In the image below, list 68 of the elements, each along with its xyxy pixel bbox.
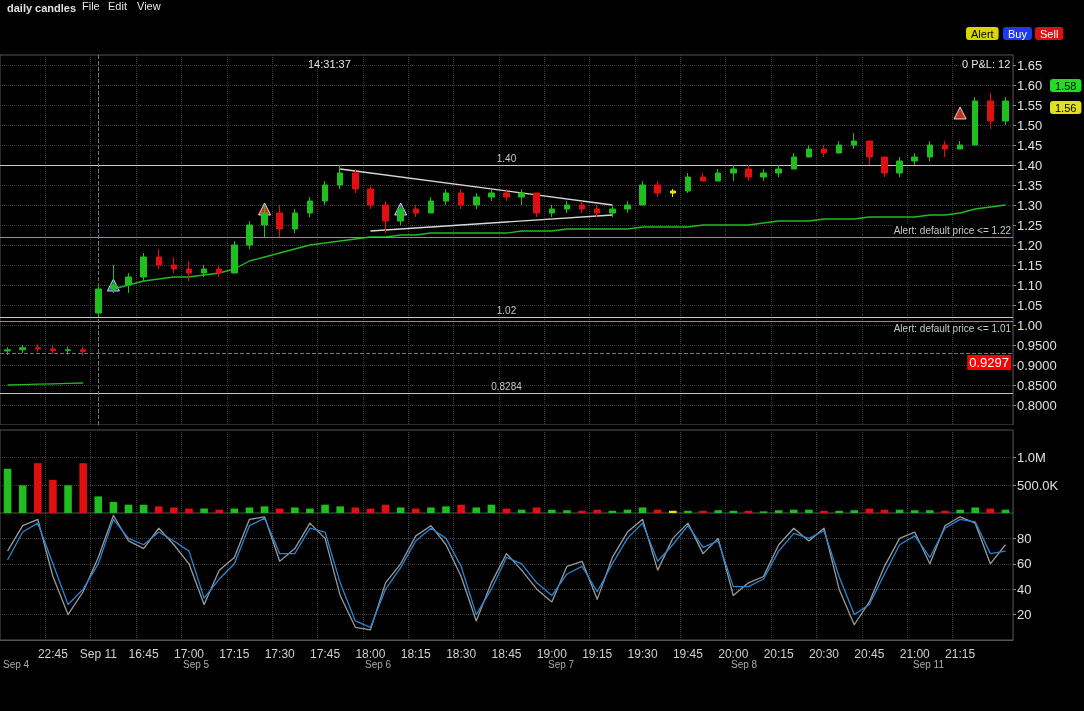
text: Sep 6 bbox=[365, 658, 392, 670]
ref-line-label: 0.9297 bbox=[969, 355, 1009, 370]
chart-title: daily candles bbox=[7, 1, 77, 14]
x-tick-label: 18:45 bbox=[491, 647, 522, 661]
x-tick-label: 21:15 bbox=[945, 647, 976, 661]
x-tick-label: 18:15 bbox=[400, 647, 432, 661]
y-tick-label: 0.8000 bbox=[1017, 397, 1057, 413]
x-tick-label: 17:45 bbox=[310, 647, 341, 661]
text: Sep 4 bbox=[3, 658, 30, 670]
text: 1.58 bbox=[1055, 79, 1077, 92]
y-tick-label: 20 bbox=[1017, 607, 1032, 623]
y-tick-label: 1.60 bbox=[1017, 77, 1043, 93]
text: View bbox=[137, 0, 161, 12]
ref-line-label: Alert: default price <= 1.01 bbox=[893, 322, 1012, 334]
y-tick-label: 1.20 bbox=[1017, 237, 1043, 253]
y-tick-label: 60 bbox=[1017, 556, 1032, 572]
y-tick-label: 0.9500 bbox=[1017, 337, 1057, 353]
x-tick-label: 22:45 bbox=[37, 647, 69, 661]
y-tick-label: 1.05 bbox=[1017, 297, 1043, 313]
y-tick-label: 1.10 bbox=[1017, 277, 1043, 293]
ref-line-label: 0.8284 bbox=[491, 380, 523, 392]
text: Sell bbox=[1040, 27, 1059, 40]
y-tick-label: 1.0M bbox=[1017, 450, 1046, 466]
text: Edit bbox=[108, 0, 127, 12]
y-tick-label: 1.50 bbox=[1017, 117, 1043, 133]
x-tick-label: 20:00 bbox=[718, 647, 749, 661]
text: Sep 5 bbox=[183, 658, 210, 670]
y-tick-label: 1.65 bbox=[1017, 57, 1043, 73]
y-tick-label: 1.40 bbox=[1017, 157, 1043, 173]
annotation: 0 P&L: 12 bbox=[962, 57, 1011, 70]
text: Sep 8 bbox=[731, 658, 758, 670]
x-tick-label: 19:30 bbox=[627, 647, 658, 661]
x-tick-label: 18:30 bbox=[446, 647, 477, 661]
x-tick-label: Sep 11 bbox=[79, 647, 118, 661]
y-tick-label: 40 bbox=[1017, 581, 1032, 597]
y-tick-label: 1.45 bbox=[1017, 137, 1043, 153]
text: File bbox=[82, 0, 100, 12]
x-tick-label: 17:15 bbox=[219, 647, 250, 661]
text: Sep 11 bbox=[913, 658, 945, 670]
x-tick-label: 17:00 bbox=[173, 647, 205, 661]
x-tick-label: 17:30 bbox=[264, 647, 296, 661]
text: 1.56 bbox=[1055, 101, 1077, 114]
x-tick-label: 20:45 bbox=[854, 647, 885, 661]
text: Alert bbox=[971, 27, 994, 40]
x-tick-label: 19:45 bbox=[672, 647, 704, 661]
y-tick-label: 1.00 bbox=[1017, 317, 1043, 333]
x-tick-label: 21:00 bbox=[899, 647, 931, 661]
text: Buy bbox=[1008, 27, 1028, 40]
ref-line-label: 1.40 bbox=[496, 152, 517, 164]
ref-line-label: Alert: default price <= 1.22 bbox=[893, 224, 1012, 236]
x-tick-label: 19:00 bbox=[536, 647, 568, 661]
y-tick-label: 1.15 bbox=[1017, 257, 1043, 273]
y-tick-label: 1.35 bbox=[1017, 177, 1043, 193]
x-tick-label: 20:15 bbox=[763, 647, 794, 661]
y-tick-label: 1.25 bbox=[1017, 217, 1043, 233]
text: Sep 7 bbox=[548, 658, 575, 670]
y-tick-label: 0.9000 bbox=[1017, 357, 1057, 373]
ref-line-label: 1.02 bbox=[496, 304, 517, 316]
x-tick-label: 20:30 bbox=[808, 647, 840, 661]
y-tick-label: 1.55 bbox=[1017, 97, 1043, 113]
y-tick-label: 80 bbox=[1017, 530, 1032, 546]
x-tick-label: 16:45 bbox=[128, 647, 159, 661]
y-tick-label: 0.8500 bbox=[1017, 377, 1057, 393]
y-tick-label: 1.30 bbox=[1017, 197, 1043, 213]
y-tick-label: 500.0K bbox=[1017, 477, 1059, 493]
annotation: 14:31:37 bbox=[308, 57, 351, 70]
x-tick-label: 19:15 bbox=[582, 647, 613, 661]
x-tick-label: 18:00 bbox=[355, 647, 386, 661]
